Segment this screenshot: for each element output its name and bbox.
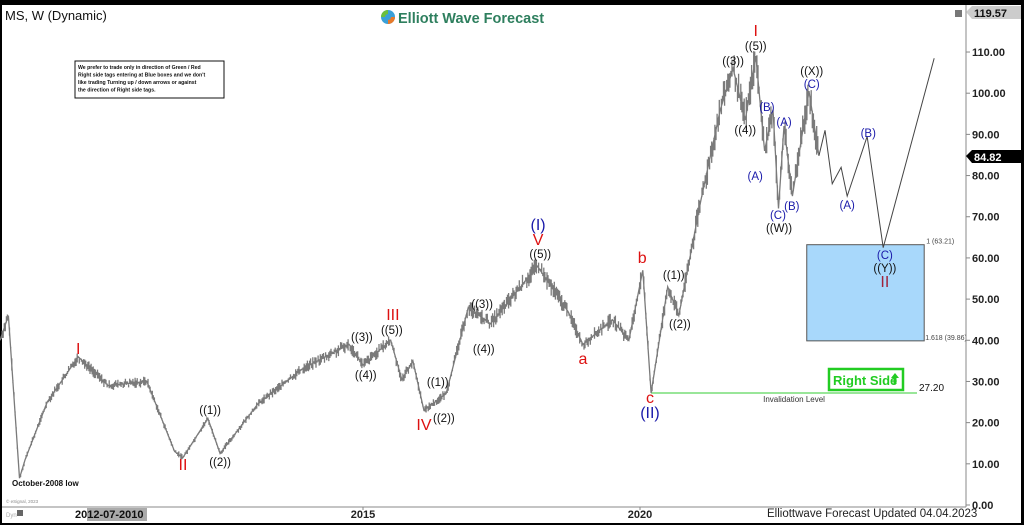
svg-text:the direction of Right side ta: the direction of Right side tags. [78,88,156,94]
wave-label: (I) [531,217,546,234]
cursor-date-label: 2012-07-2010 [75,509,144,521]
blue-box-bottom-label: 1.618 (39.86) [925,335,967,342]
wave-label: (B) [861,128,877,140]
wave-label: (A) [776,117,792,129]
y-tick-label: 60.00 [972,253,1000,265]
y-tick-label: 90.00 [972,129,1000,141]
wave-label: IV [416,417,431,434]
wave-label: (A) [840,200,856,212]
wave-label: b [638,250,647,267]
y-tick-label: 50.00 [972,294,1000,306]
wave-label: ((X)) [800,66,823,78]
wave-label: ((3)) [722,56,744,68]
blue-box-top-label: 1 (63.21) [926,239,954,246]
wave-label: ((1)) [199,405,221,417]
wave-label: ((2)) [433,413,455,425]
y-tick-label: 80.00 [972,171,1000,183]
svg-text:like trading Turning up / down: like trading Turning up / down arrows or… [78,80,197,86]
brand-logo: Elliott Wave Forecast [381,10,544,27]
expand-icon[interactable] [955,10,962,17]
arrow-up-icon [891,373,899,384]
high-price-tag: 119.57 [966,6,1021,20]
y-tick-label: 70.00 [972,212,1000,224]
wave-label: ((W)) [766,223,792,235]
invalidation-label: Invalidation Level [763,395,825,404]
blue-box [806,244,925,342]
y-tick-label: 30.00 [972,376,1000,388]
wave-label: (C) [770,210,786,222]
last-price-tag: 84.82 [966,150,1021,164]
wave-label: (B) [759,102,775,114]
wave-label: ((2)) [209,457,231,469]
wave-label: ((3)) [351,332,373,344]
wave-label: I [76,341,80,358]
updated-footer: Elliottwave Forecast Updated 04.04.2023 [767,508,977,520]
y-tick-label: 10.00 [972,459,1000,471]
right-side-text: Right Side [833,373,897,388]
brand-name: Elliott Wave Forecast [398,11,544,27]
wave-label: c [646,390,654,407]
right-side-tag: Right Side [827,367,905,392]
wave-label: (II) [640,405,660,422]
wave-label: ((3)) [471,299,493,311]
wave-label: ((1)) [663,270,685,282]
projection-path [818,58,935,248]
wave-label: I [754,23,758,40]
dyn-label: Dyn [6,513,17,519]
wave-label: ((5)) [745,41,767,53]
october-2008-low-label: October-2008 low [12,479,79,488]
x-tick-label: 2020 [628,509,652,521]
wave-label: ((4)) [734,125,756,137]
wave-label: II [880,274,889,291]
symbol-title: MS, W (Dynamic) [5,8,107,23]
wave-label: V [533,232,544,249]
y-tick-label: 40.00 [972,335,1000,347]
svg-text:We prefer to trade only in dir: We prefer to trade only in direction of … [78,65,201,71]
wave-label: (A) [748,171,764,183]
wave-label: ((5)) [381,325,403,337]
svg-text:84.82: 84.82 [974,152,1002,164]
invalidation-value: 27.20 [919,383,944,394]
wave-label: ((4)) [355,370,377,382]
wave-label: III [386,307,399,324]
wave-label: ((5)) [529,249,551,261]
wave-label: (C) [804,79,820,91]
cursor-date-bg [87,508,147,521]
wave-label: ((Y)) [873,263,896,275]
svg-text:119.57: 119.57 [974,8,1007,20]
wave-label: (C) [877,250,893,262]
dyn-toggle-icon[interactable] [17,510,23,516]
y-tick-label: 100.00 [972,88,1006,100]
svg-text:Right side tags entering at Bl: Right side tags entering at Blue boxes a… [78,73,205,79]
y-tick-label: 0.00 [972,500,993,512]
wave-label: ((2)) [669,319,691,331]
y-tick-label: 110.00 [972,47,1005,59]
x-tick-label: 2015 [351,509,375,521]
wave-label: a [578,351,587,368]
wave-label: II [179,457,188,474]
copyright: © eSignal, 2023 [6,498,39,504]
wave-label: ((4)) [473,344,495,356]
price-series [0,51,820,479]
y-tick-label: 20.00 [972,418,1000,430]
trading-note: We prefer to trade only in direction of … [74,60,225,99]
wave-label: (B) [784,201,800,213]
wave-label: ((1)) [427,377,449,389]
